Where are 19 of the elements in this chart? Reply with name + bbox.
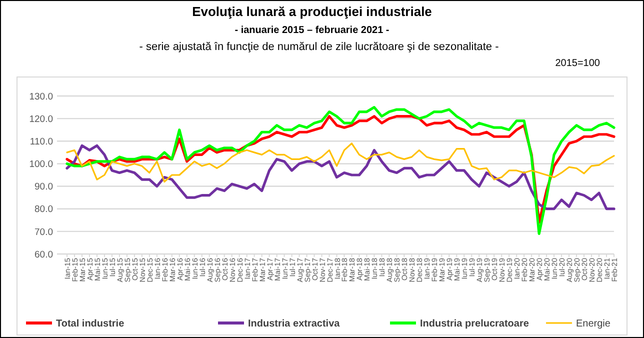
line-series — [66, 144, 616, 210]
text: - serie ajustată în funcţie de numărul de zile lucrătoare şi de sezonalitate - — [139, 41, 500, 53]
line-series — [66, 142, 615, 183]
text: 2015=100 — [555, 58, 600, 69]
y-tick-label: 60.0 — [34, 249, 53, 260]
chart-title: Evoluţia lunară a producţiei industriale — [192, 4, 432, 19]
y-tick-label: 120.0 — [29, 114, 53, 125]
y-tick-label: 80.0 — [34, 204, 53, 216]
y-tick-label: 90.0 — [34, 182, 53, 193]
legend-label: Total industrie — [56, 318, 125, 330]
y-tick-label: 70.0 — [34, 226, 53, 238]
y-tick-label: 130.0 — [29, 91, 53, 102]
legend-label: Industria extractiva — [248, 318, 340, 330]
line-series — [66, 106, 616, 235]
legend-label: Industria prelucratoare — [420, 318, 530, 330]
y-tick-label: 100.0 — [29, 159, 53, 170]
legend-label: Energie — [576, 318, 611, 330]
chart-subtitle: - ianuarie 2015 – februarie 2021 - — [234, 25, 390, 36]
y-tick-label: 110.0 — [30, 136, 53, 148]
